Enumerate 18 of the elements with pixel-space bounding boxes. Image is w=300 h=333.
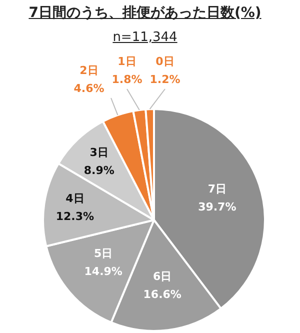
data-label: 16.6% — [143, 288, 182, 301]
data-label: 39.7% — [198, 200, 236, 214]
slice-label: 2日 — [80, 64, 98, 77]
data-label: 14.9% — [84, 265, 122, 278]
slice-label: 6日 — [153, 270, 172, 283]
data-label: 4.6% — [74, 82, 104, 95]
data-label: 1.8% — [112, 72, 142, 86]
slice-label: 5日 — [94, 247, 113, 260]
slice-label: 3日 — [90, 146, 108, 159]
data-label: 8.9% — [84, 164, 114, 177]
data-label: 1.2% — [150, 72, 180, 86]
slice-label: 1日 — [118, 54, 136, 68]
slice-label: 7日 — [208, 182, 226, 196]
slice-label: 4日 — [66, 192, 84, 206]
chart-subtitle: n=11,344 — [112, 30, 178, 45]
data-label: 12.3% — [56, 210, 94, 224]
slice-label: 0日 — [156, 54, 174, 68]
chart-title: 7日間のうち、排便があった日数(%) — [28, 4, 262, 22]
